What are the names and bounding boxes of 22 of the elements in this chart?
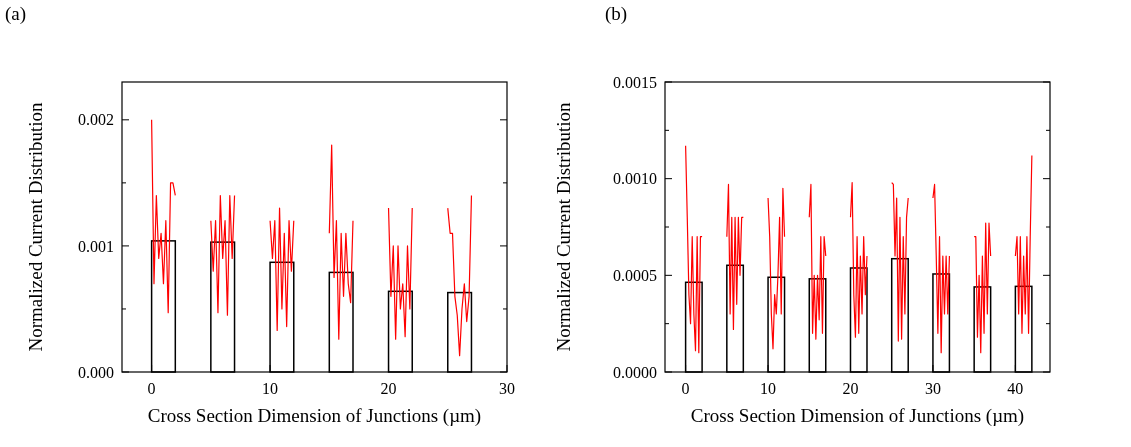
y-axis-title: Normalized Current Distribution (553, 101, 574, 352)
x-axis-title: Cross Section Dimension of Junctions (µm) (147, 405, 482, 427)
y-axis-title: Normalized Current Distribution (25, 101, 46, 352)
y-tick-label: 0.000 (78, 363, 114, 381)
chart-title: (a) (5, 3, 27, 25)
y-tick-label: 0.0000 (613, 363, 657, 381)
chart-title: (b) (605, 3, 628, 25)
y-tick-label: 0.001 (78, 237, 114, 255)
x-tick-label: 20 (380, 380, 397, 397)
x-tick-label: 0 (681, 380, 690, 397)
x-tick-label: 0 (147, 380, 156, 397)
x-tick-label: 20 (842, 380, 859, 397)
x-tick-label: 10 (760, 380, 777, 397)
y-tick-label: 0.002 (78, 111, 114, 129)
x-tick-label: 40 (1007, 380, 1024, 397)
y-tick-label: 0.0005 (613, 266, 657, 284)
y-tick-label: 0.0015 (613, 73, 657, 91)
x-tick-label: 10 (262, 380, 279, 397)
x-axis-title: Cross Section Dimension of Junctions (µm) (690, 405, 1025, 427)
x-tick-label: 30 (924, 380, 941, 397)
x-tick-label: 30 (499, 380, 515, 397)
y-tick-label: 0.0010 (613, 170, 657, 188)
